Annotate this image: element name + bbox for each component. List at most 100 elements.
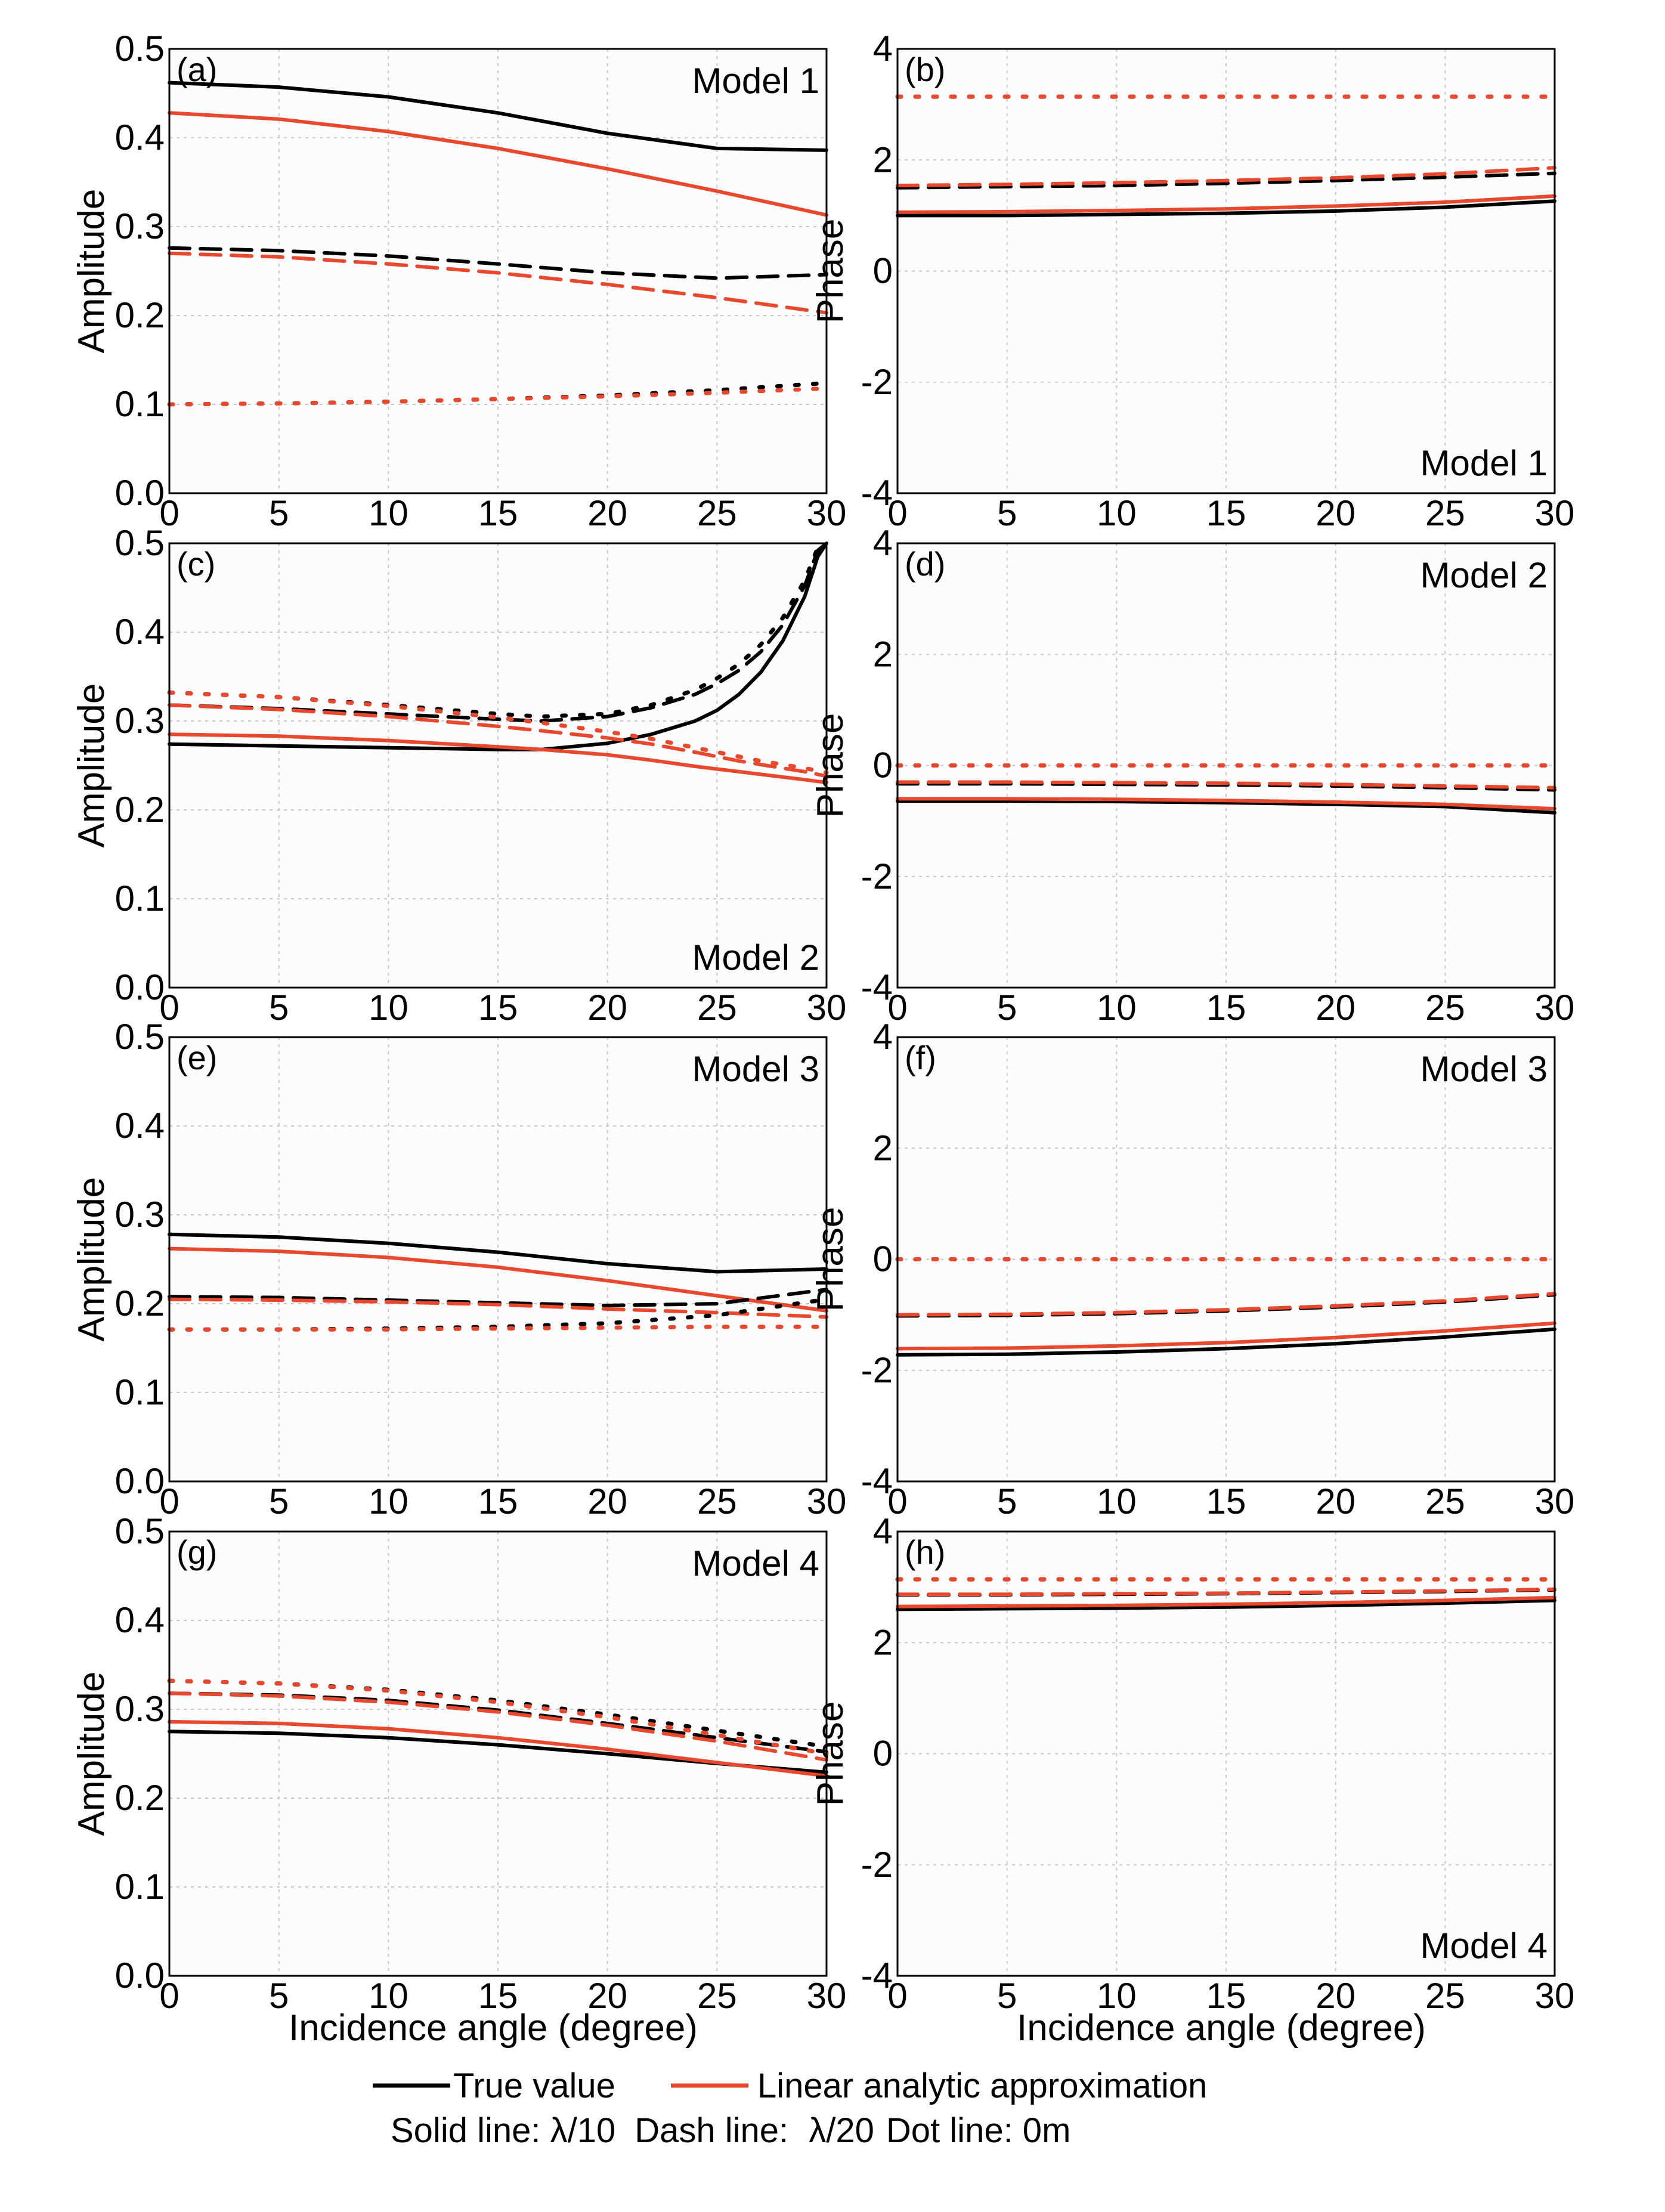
- series-line-h-approx-solid: [896, 1595, 1556, 1608]
- series-line-b-true-dash: [896, 171, 1556, 190]
- y-tick-label: 0.4: [115, 612, 165, 652]
- panel-d: 0 5 10 15 20 25 30 -4 -2 0 2 4 Phase (d) Model 2: [810, 523, 1574, 1028]
- y-axis-title: Amplitude: [71, 683, 112, 848]
- x-tick-label: 30: [1535, 493, 1575, 533]
- panel-label: (b): [905, 51, 945, 88]
- series-line-f-approx-solid: [896, 1321, 1556, 1351]
- x-tick-label: 5: [269, 1976, 289, 2016]
- legend-note: Solid line: λ/10 Dash line: λ/20 Dot line:…: [391, 2111, 1070, 2150]
- y-tick-label: 0.0: [115, 1956, 165, 1996]
- y-tick-label: -4: [861, 967, 893, 1007]
- series-line-g-approx-dot: [167, 1678, 829, 1756]
- x-tick-label: 10: [369, 1481, 408, 1521]
- x-tick-label: 0: [159, 988, 179, 1028]
- legend-note-dash-prefix: Dash line:: [635, 2111, 798, 2150]
- series-line-e-approx-dot: [167, 1325, 829, 1332]
- y-tick-label: 0: [873, 1734, 893, 1774]
- y-tick-label: 0.0: [115, 967, 165, 1007]
- model-label: Model 2: [1420, 555, 1548, 595]
- y-tick-label: -2: [861, 1350, 893, 1390]
- series-line-a-approx-solid: [168, 111, 828, 217]
- y-tick-label: 0.3: [115, 1195, 165, 1235]
- x-tick-label: 30: [807, 988, 847, 1028]
- legend-note-solid: λ/10: [550, 2111, 616, 2150]
- x-tick-label: 30: [1535, 1976, 1575, 2016]
- axes-frame-d: [896, 542, 1556, 989]
- x-tick-label: 30: [807, 1976, 847, 2016]
- x-tick-label: 15: [478, 1976, 518, 2016]
- x-tick-label: 20: [1316, 1481, 1355, 1521]
- x-tick-label: 25: [697, 1976, 737, 2016]
- panel-label: (f): [905, 1039, 936, 1076]
- x-tick-label: 15: [478, 1481, 518, 1521]
- series-line-b-true-solid: [896, 199, 1556, 218]
- x-tick-label: 30: [807, 1481, 847, 1521]
- legend: True value Linear analytic approximation…: [373, 2066, 1207, 2150]
- series-line-c-true-dot: [167, 541, 829, 719]
- y-tick-label: 0.1: [115, 878, 165, 918]
- x-tick-label: 15: [478, 493, 518, 533]
- x-tick-label: 20: [587, 1481, 627, 1521]
- legend-note-dash: λ/20: [809, 2111, 874, 2150]
- y-tick-label: 0.4: [115, 117, 165, 157]
- legend-note-dot: Dot line: 0m: [886, 2111, 1070, 2150]
- x-tick-label: 25: [1425, 493, 1465, 533]
- legend-note-solid-prefix: Solid line:: [391, 2111, 550, 2150]
- model-label: Model 2: [692, 938, 819, 977]
- x-tick-label: 20: [1316, 493, 1355, 533]
- axes-frame-e: [168, 1036, 828, 1483]
- y-tick-label: 0.2: [115, 1778, 165, 1818]
- panel-label: (g): [177, 1533, 217, 1571]
- y-axis-title: Amplitude: [71, 189, 112, 354]
- y-tick-label: 0.3: [115, 206, 165, 246]
- y-tick-label: 0.5: [115, 29, 165, 69]
- model-label: Model 3: [1420, 1049, 1548, 1089]
- panel-b: 0 5 10 15 20 25 30 -4 -2 0 2 4 Phase (b) Model 1: [810, 29, 1574, 533]
- series-line-a-approx-dot: [167, 386, 829, 407]
- x-tick-label: 20: [1316, 988, 1355, 1028]
- axes-frame-c: [168, 542, 828, 989]
- y-tick-label: 2: [873, 634, 893, 674]
- y-tick-label: 0.2: [115, 1283, 165, 1323]
- y-tick-label: 2: [873, 1622, 893, 1662]
- series-line-e-approx-dash: [168, 1297, 828, 1319]
- y-tick-label: 0.0: [115, 1461, 165, 1501]
- x-tick-label: 15: [478, 988, 518, 1028]
- panel-label: (d): [905, 545, 945, 583]
- x-tick-label: 10: [1097, 1481, 1137, 1521]
- y-tick-label: 0.2: [115, 790, 165, 830]
- y-tick-label: 4: [873, 523, 893, 563]
- legend-approx-label: Linear analytic approximation: [757, 2066, 1207, 2105]
- x-tick-label: 10: [1097, 988, 1137, 1028]
- x-tick-label: 15: [1206, 493, 1246, 533]
- panel-label: (e): [177, 1039, 217, 1076]
- series-line-a-approx-dash: [168, 251, 828, 315]
- y-tick-label: -4: [861, 1956, 893, 1996]
- x-tick-label: 30: [807, 493, 847, 533]
- y-axis-title: Phase: [810, 713, 851, 818]
- x-tick-label: 10: [1097, 1976, 1137, 2016]
- x-tick-label: 0: [887, 493, 907, 533]
- y-tick-label: -2: [861, 362, 893, 402]
- y-tick-label: -4: [861, 1461, 893, 1501]
- x-tick-label: 20: [587, 493, 627, 533]
- x-tick-label: 25: [697, 1481, 737, 1521]
- x-axis-title: Incidence angle (degree): [289, 2007, 698, 2049]
- y-tick-label: 0.5: [115, 1017, 165, 1057]
- y-tick-label: 0.3: [115, 1689, 165, 1729]
- x-tick-label: 15: [1206, 988, 1246, 1028]
- x-tick-label: 20: [1316, 1976, 1355, 2016]
- x-tick-label: 15: [1206, 1481, 1246, 1521]
- x-tick-label: 5: [269, 988, 289, 1028]
- x-tick-label: 20: [587, 988, 627, 1028]
- y-tick-label: 0.5: [115, 523, 165, 563]
- panel-label: (a): [177, 51, 217, 88]
- x-axis-title: Incidence angle (degree): [1017, 2007, 1426, 2049]
- panel-h: 0 5 10 15 20 25 30 -4 -2 0 2 4 Phase Incidence angle …: [810, 1511, 1574, 2049]
- x-tick-label: 10: [369, 988, 408, 1028]
- x-tick-label: 25: [697, 493, 737, 533]
- x-tick-label: 5: [997, 1481, 1017, 1521]
- x-tick-label: 5: [997, 1976, 1017, 2016]
- axes-frame-g: [168, 1530, 828, 1977]
- series-line-a-true-dash: [168, 246, 828, 280]
